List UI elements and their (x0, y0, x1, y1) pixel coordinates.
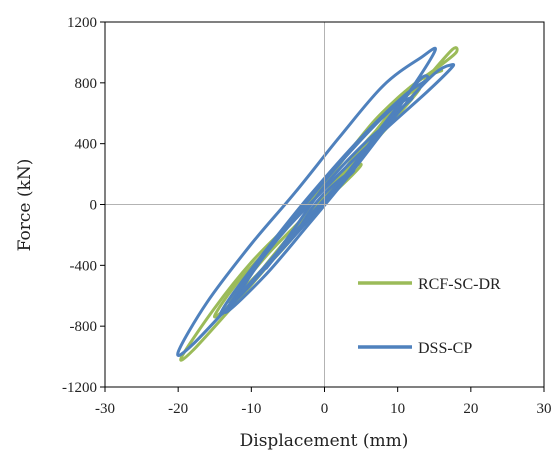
y-tick-label: 400 (75, 137, 98, 153)
y-tick-label: 800 (75, 76, 98, 92)
axes-layer: -30 -20 -10 0 10 20 30 -1200 -800 -400 0 400 800 1200 (62, 15, 552, 417)
legend-label: DSS-CP (418, 340, 472, 357)
y-tick-label: 0 (90, 198, 98, 214)
y-tick-label: -400 (70, 258, 98, 274)
x-tick-label: -20 (168, 401, 188, 417)
y-tick-label: 1200 (67, 15, 97, 31)
x-axis-title: Displacement (mm) (240, 431, 409, 451)
series-dss-cp (176, 46, 456, 357)
legend: RCF-SC-DR DSS-CP (358, 276, 501, 357)
x-tick-label: 20 (463, 401, 478, 417)
legend-label: RCF-SC-DR (418, 276, 501, 293)
y-tick-label: -800 (70, 319, 98, 335)
series-2-loop-5 (176, 46, 437, 357)
series-2-loop-6 (224, 63, 456, 314)
x-tick-label: 10 (390, 401, 405, 417)
x-tick-label: 0 (321, 401, 329, 417)
x-tick-label: -10 (241, 401, 261, 417)
legend-item: RCF-SC-DR (358, 276, 501, 293)
x-tick-label: 30 (537, 401, 552, 417)
y-tick-label: -1200 (62, 380, 97, 396)
legend-item: DSS-CP (358, 340, 472, 357)
x-tick-label: -30 (95, 401, 115, 417)
series-layer (176, 46, 459, 362)
y-axis-title: Force (kN) (15, 159, 35, 252)
